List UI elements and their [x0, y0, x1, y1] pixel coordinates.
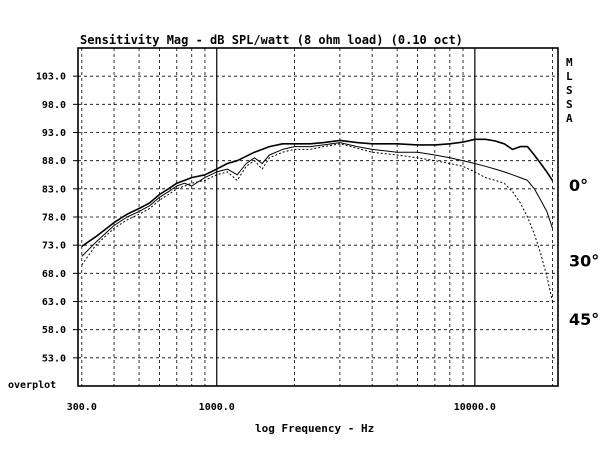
series-layer — [81, 138, 554, 302]
series-line-0 — [81, 138, 554, 247]
y-tick-label: 68.0 — [42, 269, 66, 280]
mlssa-letter: S — [566, 98, 573, 111]
series-label: 45° — [569, 310, 599, 329]
series-label: 0° — [569, 176, 588, 195]
y-tick-label: 103.0 — [36, 72, 66, 83]
x-tick-label: 1000.0 — [199, 402, 235, 413]
y-tick-label: 78.0 — [42, 213, 66, 224]
grid-layer — [78, 48, 558, 386]
series-label-layer: 0° 30° 45° — [569, 176, 599, 329]
x-tick-label: 10000.0 — [454, 402, 496, 413]
series-line-2 — [81, 143, 553, 302]
series-line-1 — [81, 142, 553, 257]
x-axis-ticks: 300.0 1000.0 10000.0 — [67, 402, 496, 413]
y-tick-label: 63.0 — [42, 297, 66, 308]
mlssa-letter: A — [566, 112, 573, 125]
y-tick-label: 58.0 — [42, 325, 66, 336]
y-tick-label: 93.0 — [42, 128, 66, 139]
x-axis-label: log Frequency - Hz — [255, 422, 374, 435]
mlssa-letter: S — [566, 84, 573, 97]
chart-title: Sensitivity Mag - dB SPL/watt (8 ohm loa… — [80, 33, 463, 47]
mlssa-letter: L — [566, 70, 573, 83]
y-tick-label: 98.0 — [42, 100, 66, 111]
y-tick-label: 73.0 — [42, 241, 66, 252]
overplot-label: overplot — [8, 380, 56, 391]
series-label: 30° — [569, 251, 599, 270]
mlssa-letter: M — [566, 56, 573, 69]
y-axis-ticks: 103.0 98.0 93.0 88.0 83.0 78.0 73.0 68.0 63.0 58.… — [36, 72, 78, 364]
x-tick-label: 300.0 — [67, 402, 97, 413]
y-tick-label: 53.0 — [42, 353, 66, 364]
y-tick-label: 88.0 — [42, 156, 66, 167]
y-tick-label: 83.0 — [42, 184, 66, 195]
